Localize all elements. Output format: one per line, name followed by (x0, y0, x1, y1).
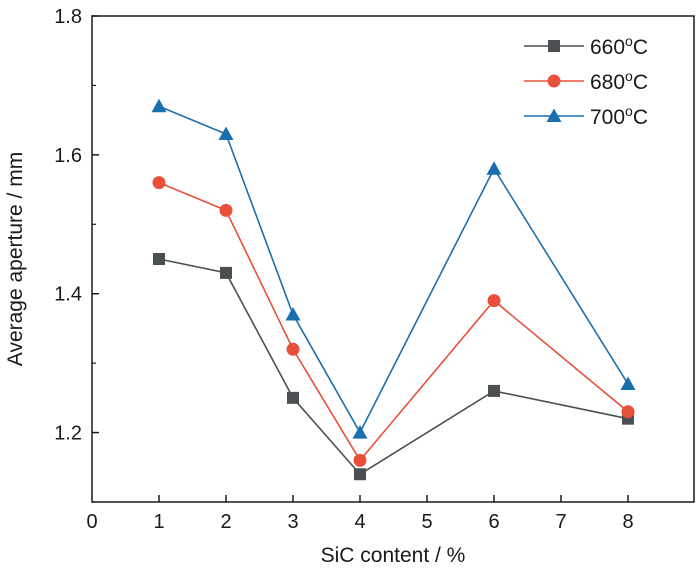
data-point-660 (153, 253, 165, 265)
legend-marker (548, 40, 560, 52)
data-point-680 (286, 342, 300, 356)
legend-label-unit: C (633, 71, 648, 94)
data-point-660 (354, 468, 366, 481)
x-tick-label: 7 (555, 511, 566, 533)
legend-label-degree: o (625, 33, 633, 49)
legend-label: 660oC (590, 33, 648, 59)
series-line-660 (158, 258, 629, 476)
x-tick-label: 0 (86, 511, 97, 533)
plot-frame (91, 15, 695, 503)
legend-entry-680: 680oC (524, 68, 648, 94)
legend-label: 700oC (590, 103, 648, 129)
data-point-700 (620, 376, 636, 390)
data-point-660 (287, 391, 299, 404)
series-line-680 (158, 181, 629, 462)
axis-ticks: 0 1 2 3 4 5 6 7 8 1.2 1.4 1.6 1.8 (54, 6, 633, 533)
series-layer (151, 98, 636, 481)
y-tick-label: 1.6 (54, 145, 82, 167)
x-tick-label: 4 (354, 511, 365, 533)
y-axis-title: Average aperture / mm (4, 152, 27, 366)
data-point-680 (487, 294, 501, 308)
legend-label-value: 700 (590, 106, 625, 129)
series-line-700 (158, 105, 629, 435)
legend-label-unit: C (633, 36, 648, 59)
legend-label: 680oC (590, 68, 648, 94)
data-point-700 (486, 161, 502, 175)
legend-label-value: 680 (590, 71, 625, 94)
x-tick-label: 5 (421, 511, 432, 533)
y-tick-label: 1.4 (54, 284, 82, 306)
legend-entry-660: 660oC (524, 33, 648, 59)
data-point-660 (220, 266, 232, 279)
series-700 (151, 98, 636, 439)
data-point-700 (218, 126, 234, 141)
legend-label-degree: o (625, 68, 633, 84)
legend-marker (546, 108, 562, 122)
data-point-680 (621, 405, 635, 419)
legend-entry-700: 700oC (524, 103, 648, 129)
series-660 (153, 253, 634, 481)
legend-marker (547, 74, 561, 88)
series-680 (152, 176, 635, 467)
data-point-680 (219, 203, 233, 217)
legend-label-unit: C (633, 106, 648, 129)
y-tick-label: 1.8 (54, 6, 82, 28)
x-tick-label: 2 (220, 511, 231, 533)
data-point-700 (285, 307, 301, 321)
x-axis-title: SiC content / % (321, 544, 466, 567)
data-point-680 (353, 453, 367, 467)
data-point-700 (151, 98, 167, 113)
x-tick-label: 3 (287, 511, 298, 533)
x-tick-label: 6 (488, 511, 499, 533)
data-point-700 (352, 425, 368, 439)
data-point-680 (152, 176, 166, 190)
x-tick-label: 1 (153, 511, 164, 533)
data-point-660 (488, 384, 500, 397)
legend-label-degree: o (625, 103, 633, 119)
y-tick-label: 1.2 (54, 423, 82, 445)
x-tick-label: 8 (622, 511, 633, 533)
legend-label-value: 660 (590, 36, 625, 59)
